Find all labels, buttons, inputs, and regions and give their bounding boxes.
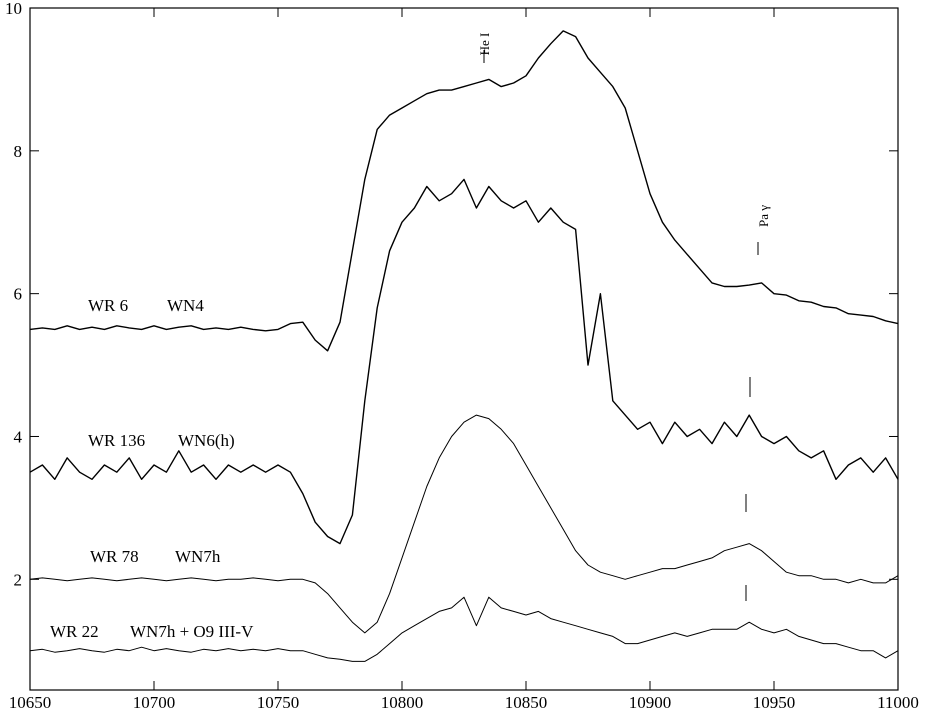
series-subtype: WN7h + O9 III-V xyxy=(130,622,254,641)
series-name: WR 136 xyxy=(88,431,145,450)
line-annotation: Pa γ xyxy=(756,205,771,227)
series-subtype: WN7h xyxy=(175,547,221,566)
line-annotation: He I xyxy=(477,33,492,56)
y-tick-label: 6 xyxy=(14,285,23,304)
y-tick-label: 8 xyxy=(14,142,23,161)
x-tick-label: 10650 xyxy=(9,693,52,710)
x-tick-label: 10950 xyxy=(753,693,796,710)
series-name: WR 22 xyxy=(50,622,99,641)
y-tick-label: 2 xyxy=(14,570,23,589)
spectrum-line xyxy=(29,414,899,634)
series-subtype: WN4 xyxy=(167,296,204,315)
series-subtype: WN6(h) xyxy=(178,431,235,450)
y-tick-label: 4 xyxy=(14,427,23,446)
x-tick-label: 10750 xyxy=(257,693,300,710)
spectrum-line xyxy=(29,30,899,352)
spectrum-line xyxy=(29,178,899,545)
x-tick-label: 11000 xyxy=(877,693,919,710)
y-tick-label: 10 xyxy=(5,0,22,18)
series-name: WR 78 xyxy=(90,547,139,566)
spectrum-line xyxy=(29,596,899,662)
x-tick-label: 10800 xyxy=(381,693,424,710)
x-tick-label: 10700 xyxy=(133,693,176,710)
plot-frame xyxy=(29,7,899,691)
series-name: WR 6 xyxy=(88,296,128,315)
x-tick-label: 10850 xyxy=(505,693,548,710)
x-tick-label: 10900 xyxy=(629,693,672,710)
